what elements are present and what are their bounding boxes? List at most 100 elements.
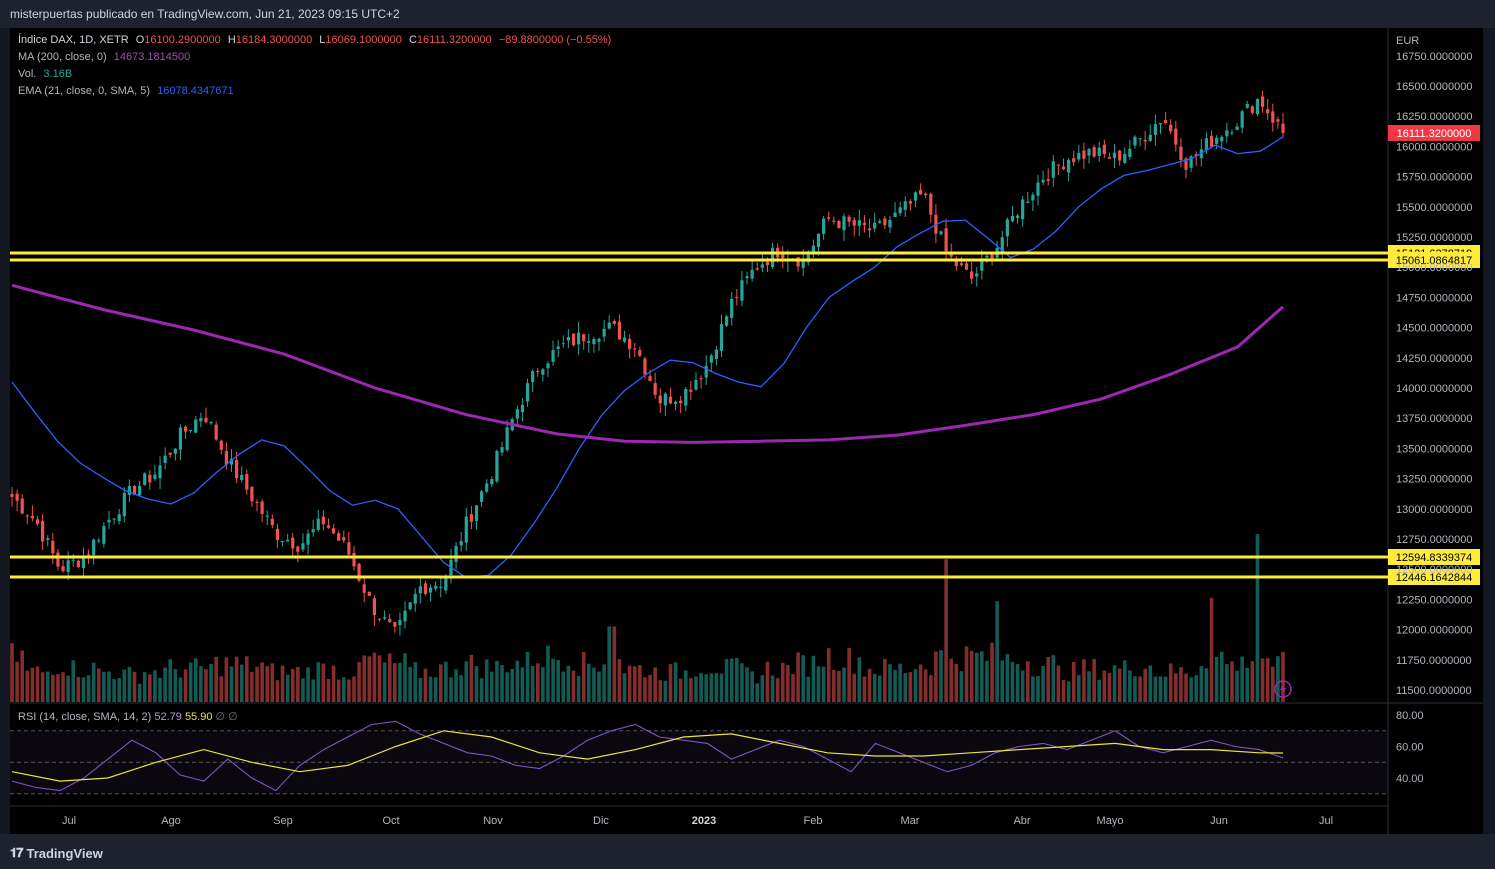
price-axis[interactable]: 16750.0000000 16500.0000000 16250.0000000 1… bbox=[1396, 35, 1472, 697]
volume-bar bbox=[1046, 656, 1050, 702]
volume-bar bbox=[280, 665, 285, 702]
volume-bar bbox=[740, 663, 744, 702]
volume-bar bbox=[1138, 676, 1142, 702]
volume-bar bbox=[918, 664, 923, 702]
ema-legend[interactable]: EMA (21, close, 0, SMA, 5) 16078.4347671 bbox=[18, 85, 238, 97]
volume-bar bbox=[1122, 660, 1127, 702]
symbol-legend[interactable]: Índice DAX, 1D, XETR O16100.2900000 H161… bbox=[18, 34, 615, 46]
volume-bar bbox=[357, 661, 361, 702]
candle-body bbox=[592, 339, 596, 345]
candle-body bbox=[541, 369, 545, 375]
price-tick-label: 13750.0000000 bbox=[1396, 413, 1472, 425]
level-price-label: 15061.0864817 bbox=[1396, 255, 1472, 267]
candle-body bbox=[985, 255, 989, 258]
candle-body bbox=[576, 332, 581, 345]
price-chart[interactable]: 15121.637871915061.086481712594.83393741… bbox=[0, 0, 1495, 834]
volume-bar bbox=[1255, 534, 1260, 702]
candle-body bbox=[97, 540, 101, 542]
candle-body bbox=[291, 537, 295, 549]
candle-body bbox=[964, 263, 969, 270]
candle-body bbox=[1031, 194, 1035, 201]
candle-body bbox=[597, 338, 601, 342]
candle-body bbox=[413, 593, 417, 604]
volume-bar bbox=[1000, 660, 1005, 702]
volume-bar bbox=[71, 660, 76, 702]
volume-bar bbox=[556, 660, 560, 702]
volume-bar bbox=[377, 655, 382, 702]
volume-bar bbox=[934, 651, 938, 702]
candle-body bbox=[393, 622, 397, 627]
candle-body bbox=[245, 474, 249, 490]
volume-bar bbox=[316, 662, 321, 702]
volume-bar bbox=[520, 667, 525, 702]
time-axis[interactable]: Jul Ago Sep Oct Nov Dic 2023 Feb Mar Abr Mayo Jun Ju… bbox=[62, 815, 1333, 827]
volume-bar bbox=[214, 656, 218, 702]
candle-body bbox=[367, 591, 371, 596]
time-tick-label: Nov bbox=[483, 815, 503, 827]
candle-body bbox=[490, 479, 494, 485]
candle-body bbox=[1220, 136, 1224, 142]
chart-background bbox=[10, 28, 1388, 834]
candle-body bbox=[1153, 124, 1157, 135]
volume-bar bbox=[990, 642, 994, 702]
volume-bar bbox=[832, 669, 836, 702]
candle-body bbox=[173, 448, 177, 454]
volume-bar bbox=[1235, 670, 1239, 702]
rsi-legend[interactable]: RSI (14, close, SMA, 14, 2) 52.79 55.90 … bbox=[18, 710, 238, 723]
volume-bar bbox=[56, 674, 60, 702]
volume-bar bbox=[1102, 670, 1107, 702]
candle-body bbox=[1123, 153, 1127, 163]
volume-bar bbox=[418, 678, 423, 702]
volume-bar bbox=[1245, 667, 1250, 702]
volume-bar bbox=[30, 667, 35, 702]
symbol-name: Índice DAX, 1D, XETR bbox=[18, 34, 129, 46]
volume-bar bbox=[1199, 665, 1204, 702]
volume-bar bbox=[586, 663, 591, 702]
volume-bar bbox=[867, 668, 872, 702]
volume-bar bbox=[786, 665, 790, 702]
tradingview-logo[interactable]: 𝟏𝟕 TradingView bbox=[10, 845, 103, 861]
candle-body bbox=[648, 376, 652, 382]
candle-body bbox=[1184, 158, 1188, 170]
candle-body bbox=[816, 233, 821, 248]
candle-body bbox=[352, 552, 356, 567]
candle-body bbox=[296, 546, 300, 552]
price-tick-label: 13000.0000000 bbox=[1396, 504, 1472, 516]
volume-bar bbox=[107, 671, 111, 702]
price-tick-label: 15250.0000000 bbox=[1396, 232, 1472, 244]
volume-bar bbox=[1092, 659, 1096, 702]
volume-bar bbox=[51, 674, 55, 702]
volume-bar bbox=[25, 670, 30, 702]
volume-bar bbox=[148, 674, 152, 702]
horizontal-levels[interactable]: 15121.637871915061.086481712594.83393741… bbox=[10, 124, 1480, 585]
volume-bar bbox=[510, 668, 515, 702]
candle-body bbox=[1067, 159, 1071, 173]
candle-body bbox=[168, 452, 172, 455]
open-label: O bbox=[135, 34, 145, 46]
volume-bar bbox=[638, 665, 642, 702]
candle-body bbox=[959, 263, 964, 266]
volume-bar bbox=[1112, 665, 1117, 702]
candle-body bbox=[92, 539, 96, 556]
time-tick-label: 2023 bbox=[692, 815, 716, 827]
volume-bar bbox=[331, 665, 336, 702]
candle-body bbox=[403, 610, 407, 622]
volume-bar bbox=[81, 677, 86, 702]
volume-bar bbox=[699, 672, 703, 702]
volume-bar bbox=[137, 683, 142, 702]
volume-bar bbox=[898, 663, 902, 702]
volume-bar bbox=[454, 669, 458, 702]
candle-body bbox=[1230, 132, 1234, 134]
candle-body bbox=[439, 586, 443, 588]
volume-bar bbox=[969, 650, 974, 702]
time-tick-label: Sep bbox=[273, 815, 293, 827]
volume-bar bbox=[1133, 676, 1137, 702]
volume-bar bbox=[581, 652, 586, 702]
candle-body bbox=[1041, 179, 1045, 183]
ma-legend[interactable]: MA (200, close, 0) 14673.1814500 bbox=[18, 51, 194, 63]
lightning-icon[interactable] bbox=[1274, 680, 1292, 698]
volume-bar bbox=[678, 678, 683, 702]
volume-legend[interactable]: Vol. 3.16B bbox=[18, 68, 76, 80]
volume-bar bbox=[597, 671, 601, 702]
volume-bar bbox=[91, 662, 96, 702]
